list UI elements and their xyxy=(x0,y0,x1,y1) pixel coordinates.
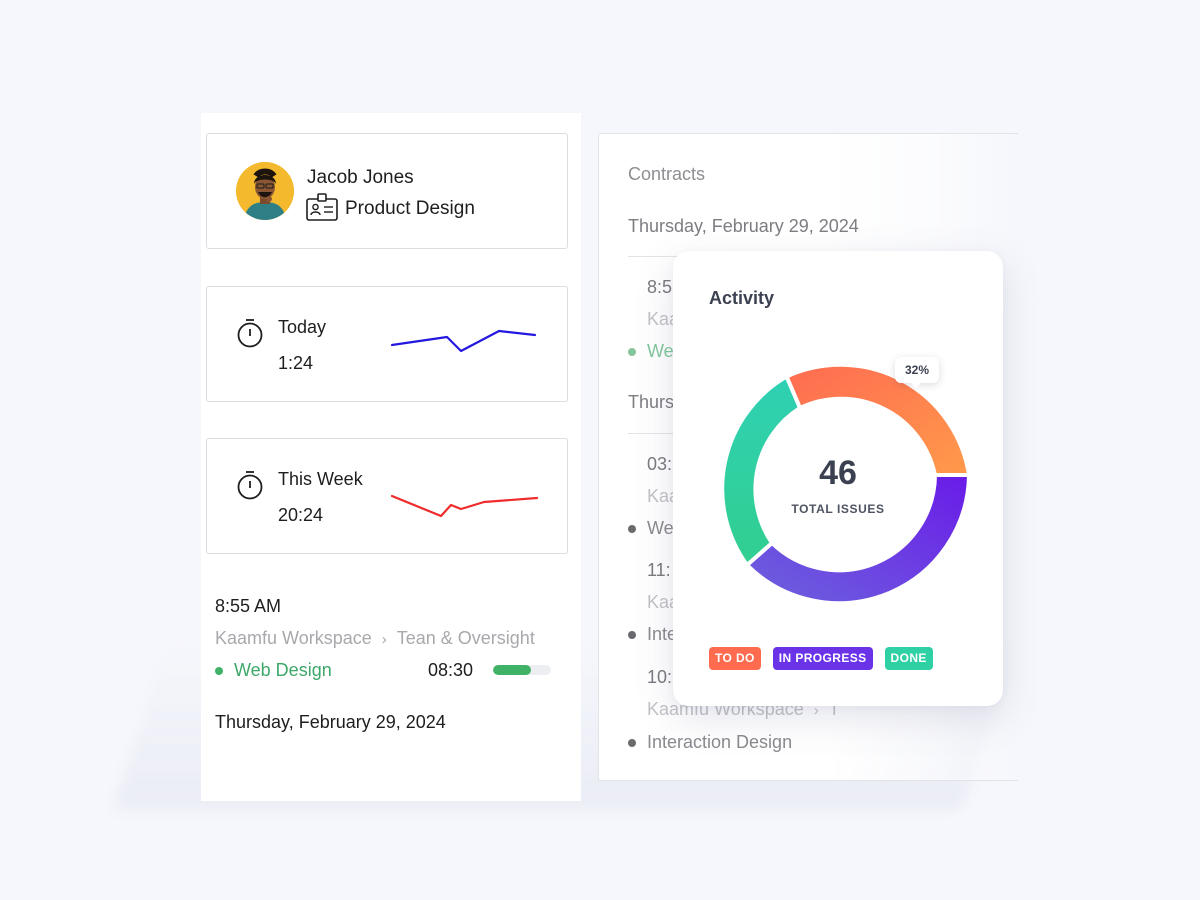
profile-card[interactable]: Jacob Jones Product Design xyxy=(206,133,568,249)
contract-row-time: 11: xyxy=(647,560,671,580)
entry-breadcrumb: Kaamfu Workspace › Tean & Oversight xyxy=(215,628,535,649)
entry-duration: 08:30 xyxy=(428,660,474,680)
status-dot-icon xyxy=(628,630,636,639)
entry-date: Thursday, February 29, 2024 xyxy=(215,712,446,732)
contract-row-time: 8:5 xyxy=(647,277,673,297)
legend-in-progress[interactable]: IN PROGRESS xyxy=(772,647,873,670)
status-dot-icon xyxy=(628,524,636,533)
status-dot-icon xyxy=(628,738,636,747)
stat-value: 20:24 xyxy=(278,505,324,525)
activity-card[interactable]: Activity 3 xyxy=(673,251,1003,706)
profile-name: Jacob Jones xyxy=(307,167,414,188)
legend-done[interactable]: DONE xyxy=(884,647,933,670)
total-issues-value: 46 xyxy=(819,454,857,492)
contract-row-task-label: We xyxy=(647,341,674,361)
contracts-title: Contracts xyxy=(628,164,706,184)
contract-row-workspace[interactable]: Kaa xyxy=(647,486,680,506)
contract-row-project: T xyxy=(828,699,840,719)
contract-row-task[interactable]: Inte xyxy=(628,624,677,645)
entry-workspace[interactable]: Kaamfu Workspace xyxy=(215,628,372,648)
contract-row-task-label: Inte xyxy=(647,624,678,644)
entry-progress-fill xyxy=(493,665,531,675)
contract-row-workspace[interactable]: Kaa xyxy=(647,592,680,612)
status-dot-icon xyxy=(628,347,636,356)
contract-row-task[interactable]: We xyxy=(628,518,674,539)
entry-progress-bar xyxy=(493,665,551,675)
stopwatch-icon xyxy=(237,319,263,348)
activity-title: Activity xyxy=(709,288,775,308)
activity-donut-chart[interactable] xyxy=(701,344,977,620)
entry-task[interactable]: Web Design xyxy=(215,660,332,681)
contract-row-task[interactable]: We xyxy=(628,341,674,362)
donut-segment-done xyxy=(720,373,803,568)
stat-card-week[interactable]: This Week 20:24 xyxy=(206,438,568,554)
contract-row-workspace[interactable]: Kaa xyxy=(647,309,680,329)
donut-tooltip: 32% xyxy=(895,357,939,388)
entry-task-label: Web Design xyxy=(234,660,332,680)
stat-value: 1:24 xyxy=(278,353,314,373)
id-badge-icon xyxy=(306,193,338,221)
sparkline-week xyxy=(390,494,539,518)
donut-segment-inprogress xyxy=(744,473,972,606)
activity-legend: TO DO IN PROGRESS DONE xyxy=(709,647,933,670)
contract-row-time: 10: xyxy=(647,667,673,687)
stat-label: This Week xyxy=(278,469,363,489)
stat-label: Today xyxy=(278,317,327,337)
contract-row-task[interactable]: Interaction Design xyxy=(628,732,792,753)
contract-row-time: 03: xyxy=(647,454,673,474)
contract-row-task-label: Interaction Design xyxy=(647,732,793,752)
stat-card-today[interactable]: Today 1:24 xyxy=(206,286,568,402)
contracts-date-1: Thursday, February 29, 2024 xyxy=(628,216,859,236)
chevron-right-icon: › xyxy=(813,702,819,719)
sparkline-today xyxy=(390,329,537,353)
entry-project[interactable]: Tean & Oversight xyxy=(396,628,535,648)
stopwatch-icon xyxy=(237,471,263,500)
status-dot-icon xyxy=(215,666,223,675)
avatar[interactable] xyxy=(236,162,294,220)
legend-todo[interactable]: TO DO xyxy=(709,647,761,670)
profile-role: Product Design xyxy=(345,198,475,219)
chevron-right-icon: › xyxy=(381,631,387,648)
total-issues-label: TOTAL ISSUES xyxy=(791,502,885,516)
contract-row-task-label: We xyxy=(647,518,674,538)
entry-time: 8:55 AM xyxy=(215,596,282,616)
contracts-date-2: Thurs xyxy=(628,392,675,412)
